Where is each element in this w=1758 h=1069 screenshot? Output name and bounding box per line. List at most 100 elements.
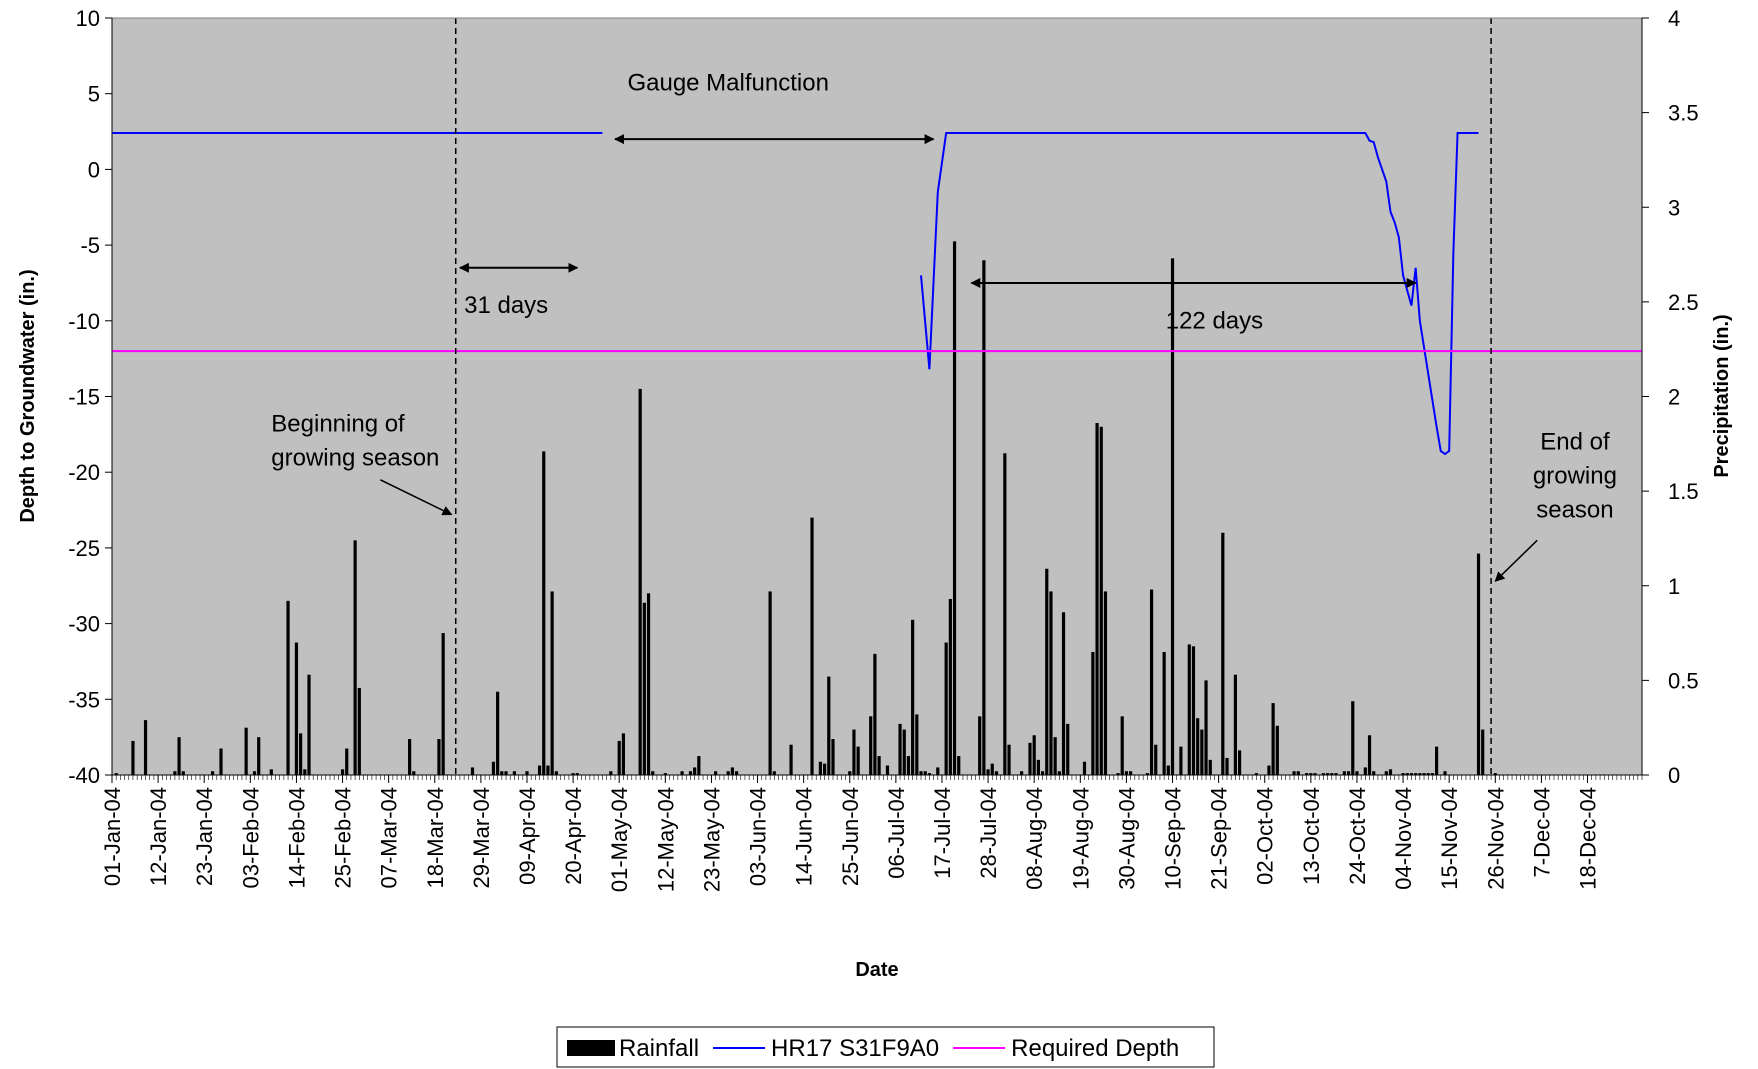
rainfall-bars [114, 241, 1497, 776]
rainfall-bar [554, 771, 558, 775]
rainfall-bar [1334, 773, 1338, 775]
rainfall-bar [1418, 773, 1422, 775]
y-right-tick-label: 1 [1668, 574, 1680, 599]
rainfall-bar [408, 739, 412, 775]
rainfall-bar [772, 771, 776, 775]
y-right-tick-label: 0.5 [1668, 668, 1699, 693]
y-left-tick-label: -5 [80, 233, 100, 258]
rainfall-bar [1082, 761, 1087, 775]
rainfall-bar [1049, 591, 1053, 775]
plot-area [112, 18, 1642, 775]
x-tick-label: 28-Jul-04 [976, 787, 1001, 879]
rainfall-bar [848, 771, 852, 775]
rainfall-bar [181, 771, 185, 775]
x-tick-label: 14-Feb-04 [284, 787, 309, 889]
rainfall-bar [294, 642, 299, 775]
rainfall-bar [730, 767, 734, 775]
rainfall-bar [542, 451, 546, 775]
rainfall-bar [504, 771, 508, 775]
x-tick-label: 25-Feb-04 [331, 787, 356, 889]
rainfall-bar [885, 765, 890, 775]
rainfall-bar [617, 740, 621, 775]
rainfall-bar [1435, 746, 1439, 775]
rainfall-bar [1225, 757, 1229, 775]
rainfall-bar [856, 746, 860, 775]
rainfall-bar [546, 765, 550, 775]
rainfall-bar [1313, 773, 1317, 775]
y-left-tick-label: -30 [68, 612, 100, 637]
rainfall-bar [957, 756, 961, 775]
rainfall-bar [1292, 771, 1296, 775]
rainfall-bar [994, 771, 999, 775]
rainfall-bar [307, 674, 311, 775]
rainfall-bar [244, 727, 248, 775]
rainfall-bar [1221, 532, 1225, 775]
legend-label: Rainfall [619, 1035, 699, 1062]
rainfall-bar [1355, 771, 1359, 775]
rainfall-bar [441, 633, 445, 775]
rainfall-bar [1481, 729, 1485, 775]
rainfall-bar [651, 771, 655, 775]
axes: 1050-5-10-15-20-25-30-35-4043.532.521.51… [68, 6, 1698, 892]
rainfall-bar [173, 771, 177, 775]
rainfall-bar [1493, 773, 1497, 775]
rainfall-bar [948, 599, 952, 775]
rainfall-bar [1372, 771, 1376, 775]
rainfall-bar [1200, 729, 1204, 775]
annotation-text: End of [1540, 428, 1610, 455]
rainfall-bar [1028, 742, 1032, 775]
annotation-pointer-arrow [379, 479, 453, 516]
annotation-text: 122 days [1166, 307, 1263, 334]
rainfall-bar [1422, 773, 1426, 775]
rainfall-bar [919, 771, 923, 775]
rainfall-bar [688, 771, 693, 775]
rainfall-bar [525, 771, 529, 775]
rainfall-bar [810, 517, 814, 775]
rainfall-bar [768, 591, 772, 775]
legend: Rainfall HR17 S31F9A0 Required Depth [556, 1026, 1215, 1068]
y-left-tick-label: -10 [68, 309, 100, 334]
rainfall-bar [1129, 771, 1133, 775]
rainfall-bar [1020, 771, 1024, 775]
y-axis-right-title: Precipitation (in.) [1711, 314, 1733, 477]
rainfall-bar [621, 733, 625, 775]
rainfall-bar [1443, 771, 1447, 775]
rainfall-bar [1061, 612, 1066, 775]
rainfall-bar [952, 241, 957, 775]
annotation-pointer-arrow [1494, 539, 1538, 582]
legend-swatch-bar [567, 1040, 615, 1056]
y-left-tick-label: -35 [68, 687, 100, 712]
rainfall-bar [1204, 680, 1208, 776]
x-tick-label: 17-Jul-04 [930, 787, 955, 879]
x-tick-label: 08-Aug-04 [1022, 787, 1047, 890]
annotation-text: 31 days [464, 292, 548, 319]
x-tick-label: 7-Dec-04 [1529, 787, 1554, 877]
rainfall-bar [1208, 759, 1212, 775]
rainfall-bar [571, 773, 575, 775]
rainfall-bar [114, 773, 118, 775]
x-tick-label: 03-Jun-04 [746, 787, 771, 886]
x-tick-label: 10-Sep-04 [1161, 787, 1186, 890]
rainfall-bar [512, 771, 517, 775]
y-left-tick-label: -20 [68, 460, 100, 485]
x-tick-label: 15-Nov-04 [1437, 787, 1462, 890]
rainfall-bar [906, 756, 911, 775]
y-right-tick-label: 1.5 [1668, 479, 1699, 504]
rainfall-bar [714, 771, 718, 775]
x-tick-label: 02-Oct-04 [1253, 787, 1278, 885]
rainfall-bar [357, 687, 361, 775]
rainfall-bar [1309, 773, 1313, 775]
rainfall-bar [852, 729, 856, 775]
rainfall-bar [177, 737, 181, 775]
x-tick-label: 12-Jan-04 [146, 787, 171, 886]
rainfall-bar [1149, 589, 1154, 775]
x-tick-label: 21-Sep-04 [1207, 787, 1232, 890]
y-right-tick-label: 2.5 [1668, 290, 1699, 315]
rainfall-bar [470, 767, 475, 775]
rainfall-bar [877, 756, 881, 775]
rainfall-bar [1032, 735, 1036, 775]
rainfall-bar [609, 771, 613, 775]
rainfall-bar [1330, 773, 1334, 775]
x-tick-label: 12-May-04 [653, 787, 678, 892]
